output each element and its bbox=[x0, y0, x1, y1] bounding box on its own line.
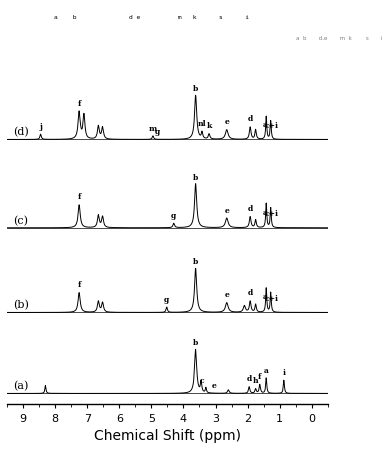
Text: i: i bbox=[282, 369, 285, 377]
Text: m: m bbox=[149, 125, 157, 133]
Text: (b): (b) bbox=[13, 300, 29, 310]
Text: a    b              d e          m   k      s      i: a b d e m k s i bbox=[54, 15, 249, 21]
Text: c+i: c+i bbox=[265, 210, 279, 218]
Text: c+i: c+i bbox=[265, 295, 279, 302]
Text: b: b bbox=[193, 339, 198, 347]
Text: f: f bbox=[77, 281, 81, 289]
Text: j: j bbox=[39, 123, 42, 131]
Text: c+i: c+i bbox=[265, 122, 279, 130]
Text: (c): (c) bbox=[13, 216, 29, 226]
Text: c: c bbox=[200, 377, 204, 385]
Text: d: d bbox=[248, 205, 253, 213]
Text: d: d bbox=[248, 116, 253, 123]
Text: h: h bbox=[253, 377, 258, 385]
Text: b: b bbox=[193, 86, 198, 94]
Text: g: g bbox=[164, 296, 169, 304]
Text: e: e bbox=[224, 207, 229, 215]
Text: a: a bbox=[263, 209, 268, 216]
Text: b: b bbox=[193, 174, 198, 182]
Text: e: e bbox=[224, 291, 229, 299]
Text: nl: nl bbox=[198, 120, 206, 128]
Text: g: g bbox=[171, 212, 176, 220]
Text: a  b       d,e       m  k        s       i: a b d,e m k s i bbox=[296, 36, 382, 41]
Text: a: a bbox=[263, 121, 268, 129]
Text: d: d bbox=[248, 289, 253, 297]
Text: k: k bbox=[206, 122, 212, 130]
Text: e: e bbox=[224, 118, 229, 126]
Text: b: b bbox=[193, 258, 198, 266]
Text: d: d bbox=[247, 375, 252, 383]
Text: a: a bbox=[263, 293, 268, 302]
Text: (d): (d) bbox=[13, 127, 29, 138]
Text: (a): (a) bbox=[13, 381, 29, 392]
Text: e: e bbox=[212, 382, 216, 390]
Text: f: f bbox=[77, 99, 81, 108]
Text: g: g bbox=[155, 128, 160, 136]
Text: a: a bbox=[264, 367, 269, 374]
X-axis label: Chemical Shift (ppm): Chemical Shift (ppm) bbox=[94, 429, 241, 443]
Text: f: f bbox=[77, 194, 81, 202]
Text: f: f bbox=[258, 373, 262, 381]
